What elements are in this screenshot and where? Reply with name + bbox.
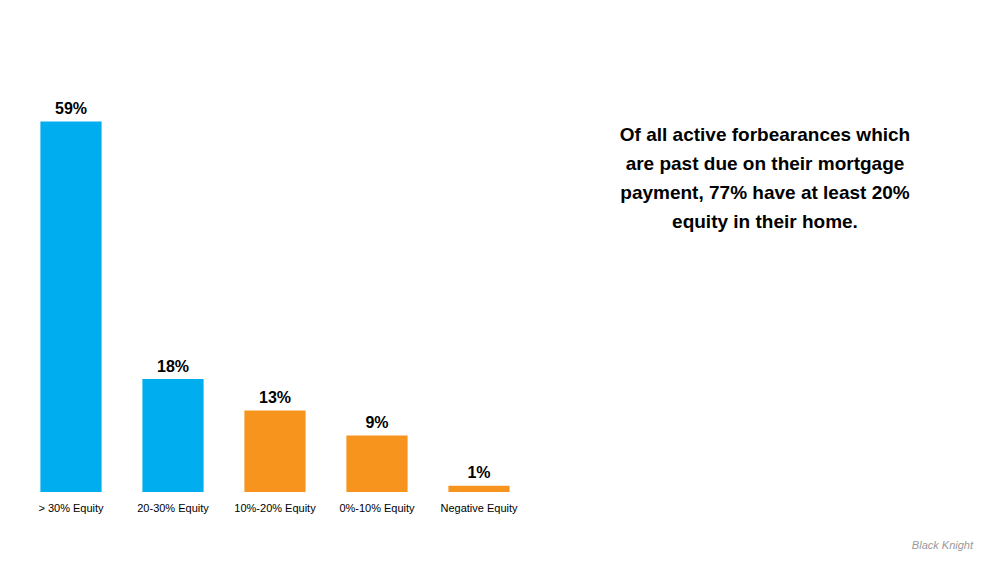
svg-text:0%-10% Equity: 0%-10% Equity — [339, 502, 415, 514]
svg-text:Negative Equity: Negative Equity — [440, 502, 518, 514]
svg-text:1%: 1% — [467, 464, 490, 481]
svg-text:Black Knight: Black Knight — [912, 539, 974, 551]
svg-text:20-30% Equity: 20-30% Equity — [137, 502, 209, 514]
svg-text:equity in their home.: equity in their home. — [672, 211, 858, 232]
svg-text:10%-20% Equity: 10%-20% Equity — [234, 502, 316, 514]
svg-text:Of all active forbearances whi: Of all active forbearances which — [620, 124, 910, 145]
svg-text:payment, 77% have at least 20%: payment, 77% have at least 20% — [620, 182, 909, 203]
svg-text:13%: 13% — [259, 389, 291, 406]
svg-text:59%: 59% — [55, 100, 87, 117]
svg-text:> 30% Equity: > 30% Equity — [38, 502, 104, 514]
svg-text:are past due on their mortgage: are past due on their mortgage — [626, 153, 905, 174]
svg-text:9%: 9% — [365, 414, 388, 431]
svg-text:18%: 18% — [157, 358, 189, 375]
